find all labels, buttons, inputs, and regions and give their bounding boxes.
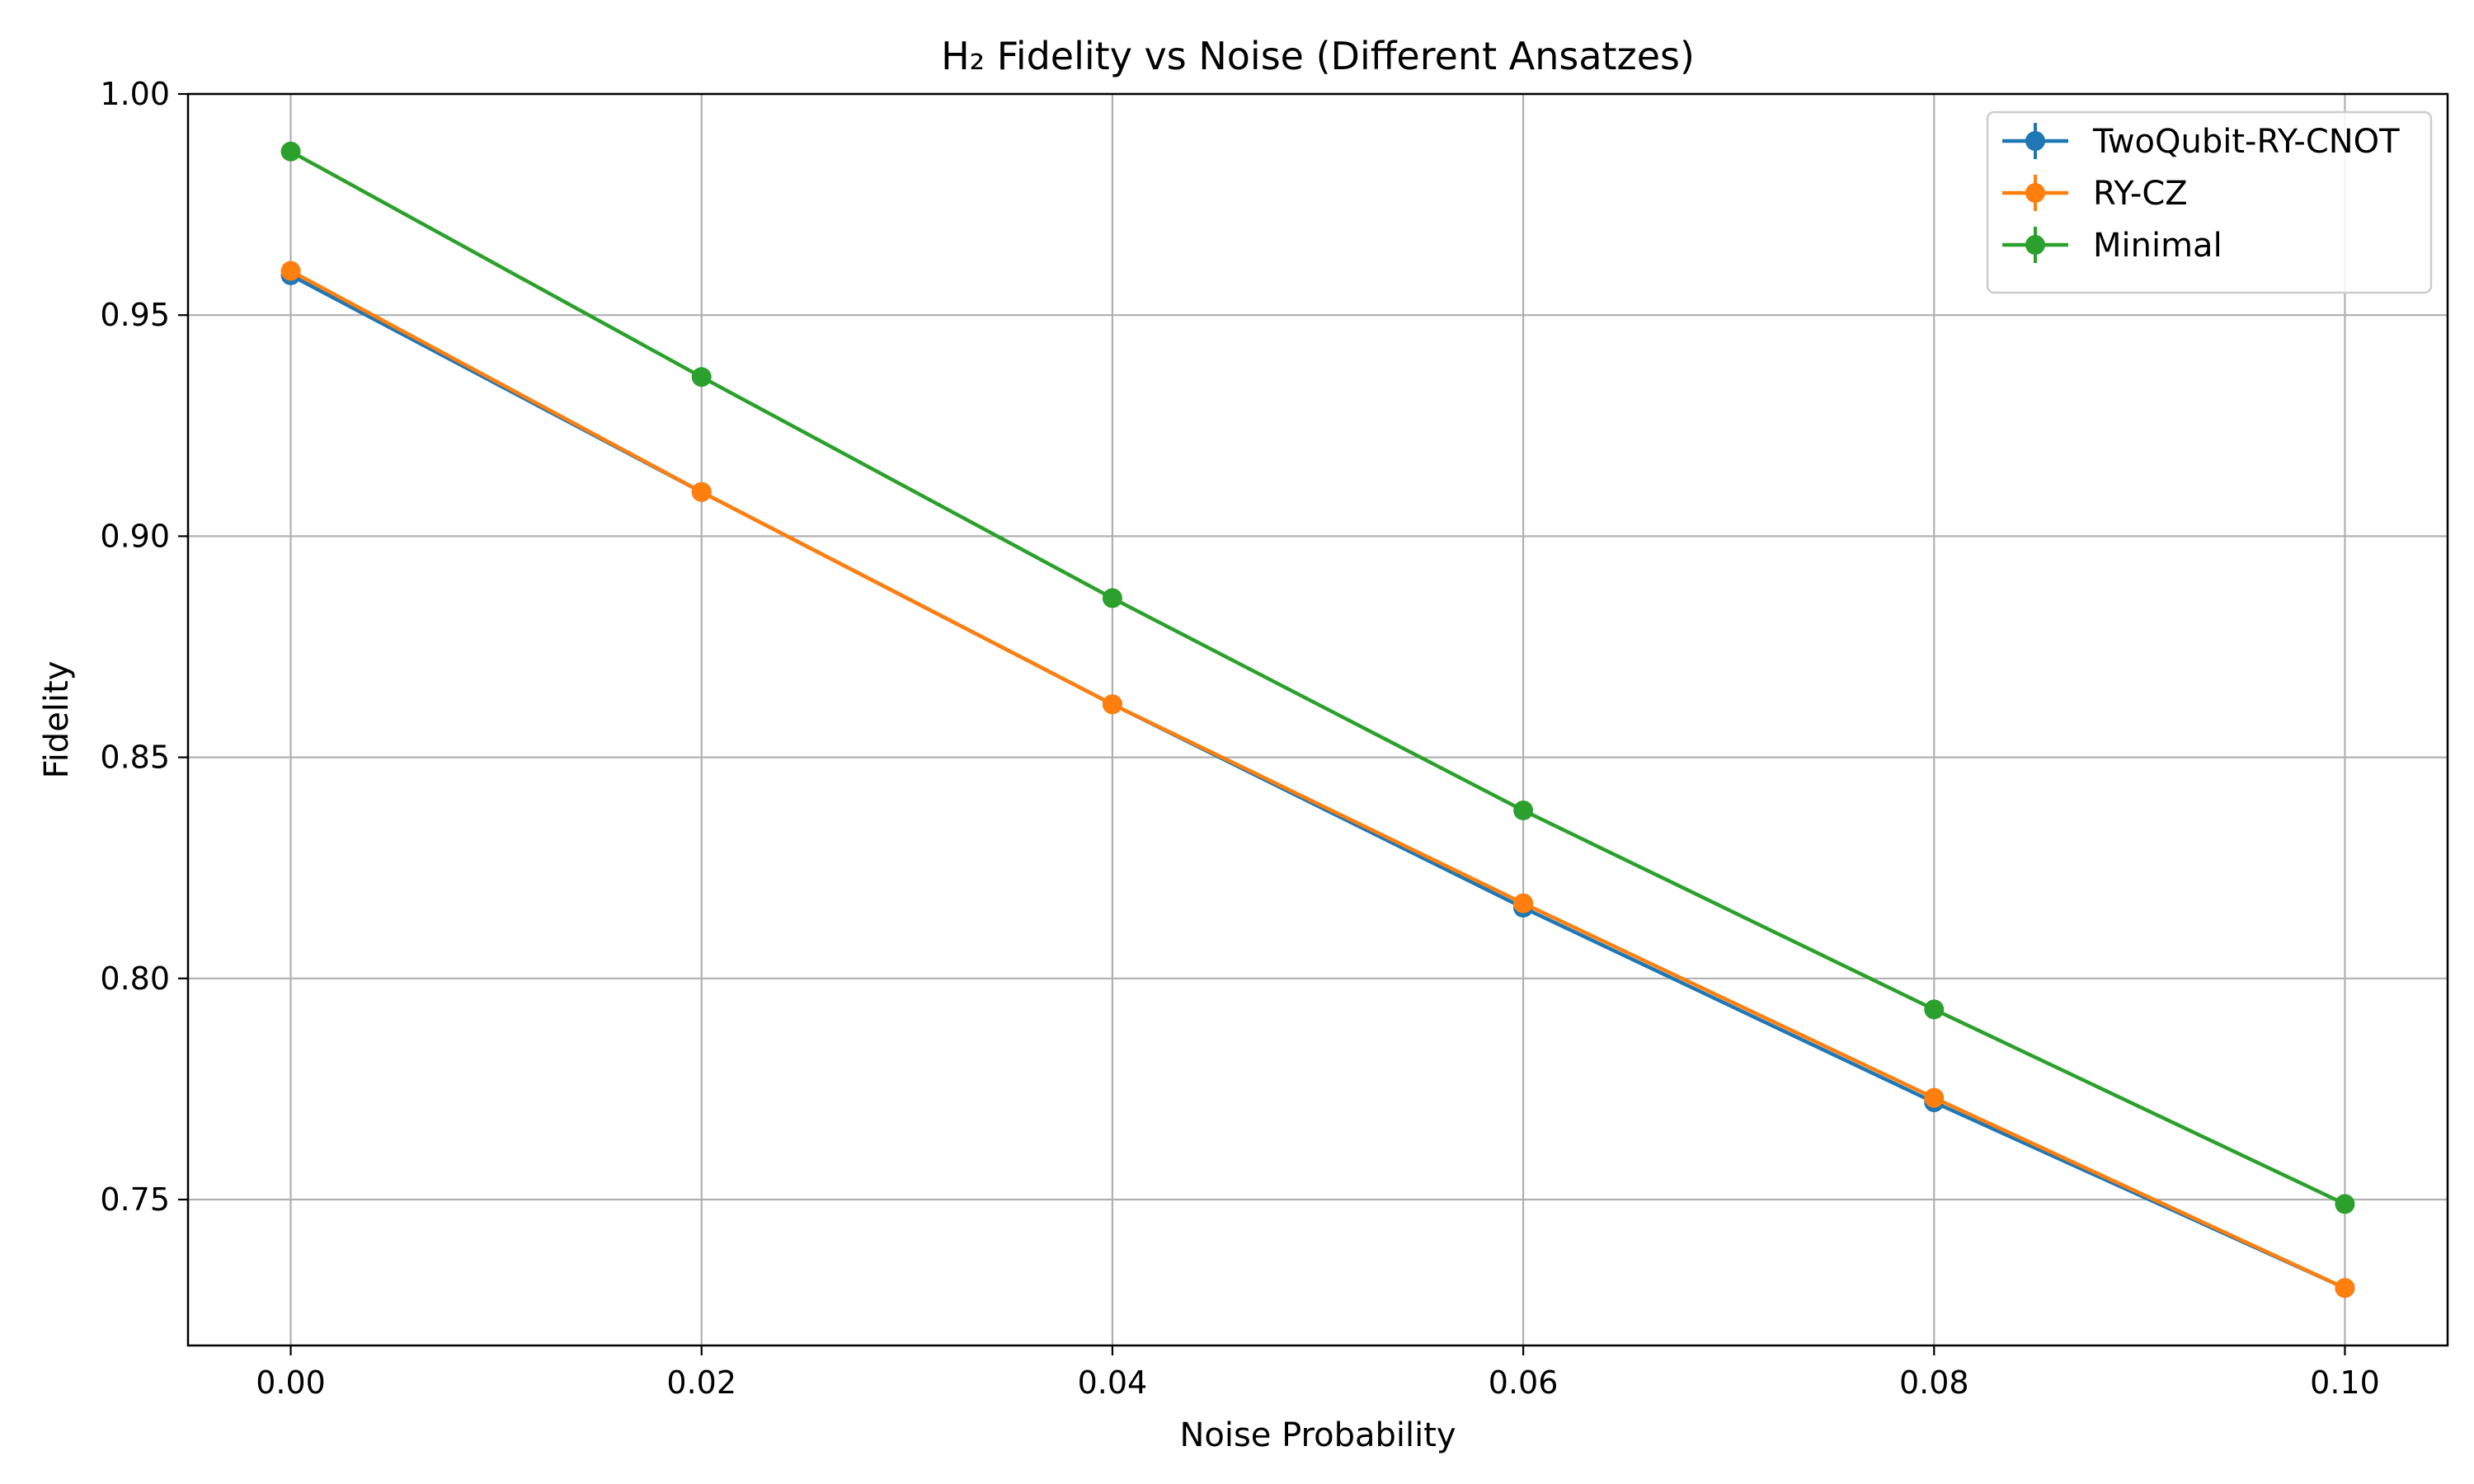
legend-marker: [2025, 235, 2045, 255]
legend-entry: Minimal: [2002, 227, 2222, 265]
data-point: [1102, 588, 1122, 608]
legend-label: RY-CZ: [2093, 175, 2188, 213]
series-line: [289, 149, 2346, 1206]
y-axis-label: Fidelity: [38, 661, 76, 779]
x-tick-label: 0.00: [256, 1364, 326, 1401]
plot-frame: [186, 92, 2449, 1347]
data-point: [1513, 893, 1534, 913]
data-point: [2335, 1194, 2355, 1214]
x-tick-label: 0.06: [1489, 1364, 1559, 1401]
legend: TwoQubit-RY-CNOT RY-CZ Minimal: [1986, 110, 2433, 294]
data-point: [1102, 694, 1122, 715]
legend-entry: TwoQubit-RY-CNOT: [2002, 123, 2400, 161]
data-point: [691, 481, 712, 502]
data-point: [1924, 1087, 1945, 1108]
axis-ticks: 0.00 0.02 0.04 0.06 0.08 0.10 0.75 0.80 0.85 0.90…: [100, 76, 2379, 1401]
data-point: [280, 261, 301, 281]
data-point: [2335, 1278, 2355, 1298]
legend-marker: [2025, 183, 2045, 203]
x-tick-label: 0.02: [666, 1364, 736, 1401]
y-tick-label: 0.95: [100, 297, 170, 333]
chart-title: H₂ Fidelity vs Noise (Different Ansatzes…: [941, 34, 1695, 78]
legend-label: TwoQubit-RY-CNOT: [2092, 123, 2400, 161]
legend-label: Minimal: [2093, 227, 2222, 265]
y-tick-label: 0.80: [100, 960, 170, 997]
x-axis-label: Noise Probability: [1179, 1416, 1456, 1454]
y-tick-label: 0.85: [100, 740, 170, 776]
data-point: [691, 367, 712, 387]
series-ry-cz: [280, 261, 2355, 1298]
y-tick-label: 1.00: [100, 76, 170, 112]
y-tick-label: 0.75: [100, 1181, 170, 1218]
legend-marker: [2025, 131, 2045, 151]
x-tick-label: 0.08: [1899, 1364, 1969, 1401]
legend-entry: RY-CZ: [2002, 175, 2188, 213]
x-tick-label: 0.04: [1078, 1364, 1148, 1401]
data-point: [1924, 999, 1945, 1020]
y-tick-label: 0.90: [100, 518, 170, 554]
series-minimal: [280, 141, 2355, 1214]
series-layer: [280, 141, 2355, 1298]
grid-lines: [188, 92, 2448, 1345]
legend-box: [1986, 110, 2433, 294]
data-point: [1513, 800, 1534, 820]
x-tick-label: 0.10: [2310, 1364, 2380, 1401]
series-line: [289, 269, 2346, 1290]
data-point: [280, 141, 301, 162]
